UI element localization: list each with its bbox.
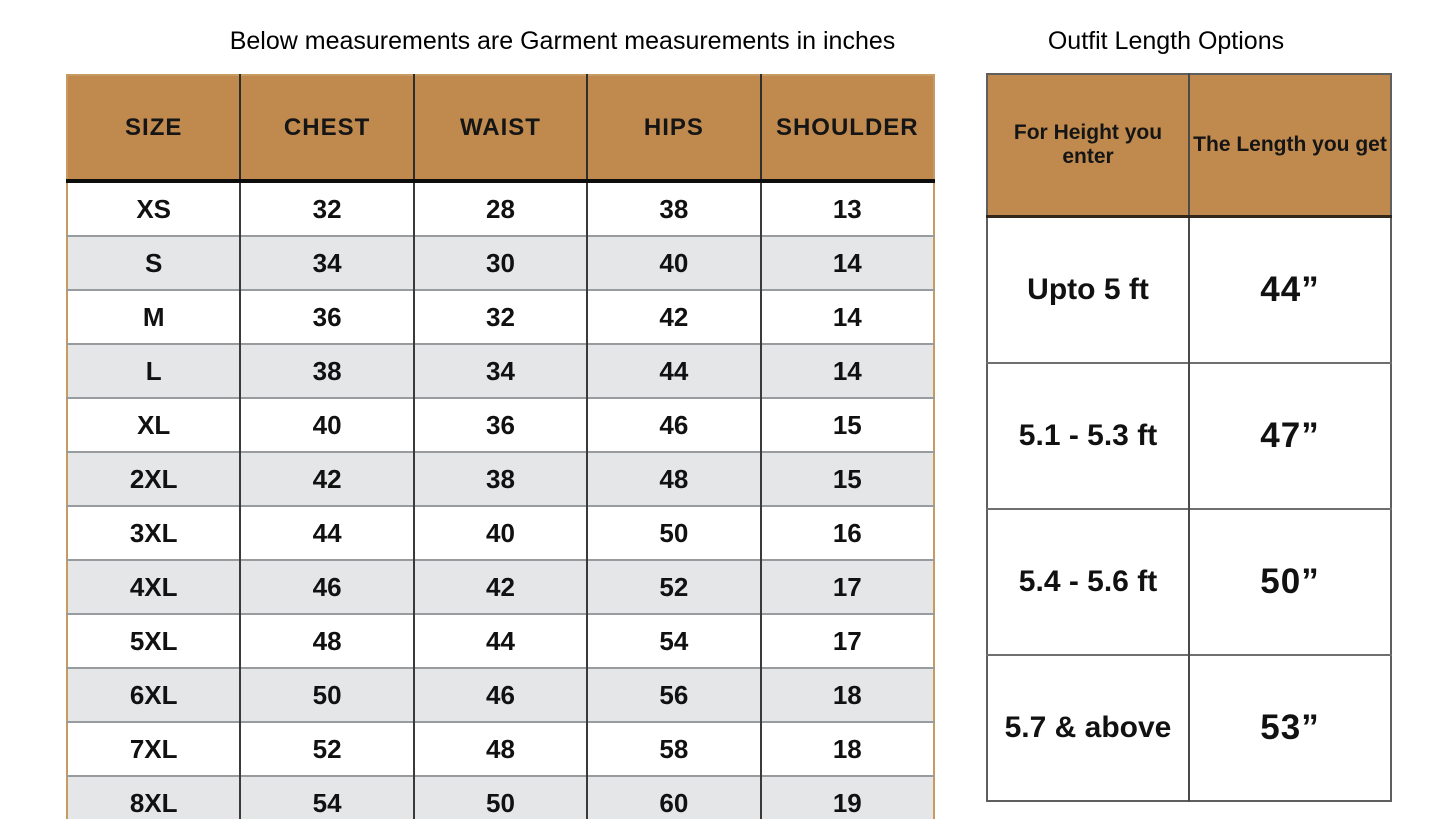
table-cell: 14	[759, 289, 934, 344]
table-cell: 42	[412, 559, 588, 614]
table-cell: 38	[412, 451, 588, 506]
table-cell: 30	[412, 235, 588, 290]
table-cell: 47”	[1188, 362, 1391, 509]
table-cell: L	[67, 343, 241, 398]
table-cell: 14	[759, 235, 934, 290]
table-row: 7XL 52 48 58 18	[67, 721, 934, 776]
table-cell: 56	[586, 667, 761, 722]
table-cell: 54	[586, 613, 761, 668]
table-cell: 53”	[1188, 654, 1391, 801]
table-cell: 44	[586, 343, 761, 398]
table-cell: 42	[586, 289, 761, 344]
table-cell: 36	[239, 289, 414, 344]
garment-table-body: XS 32 28 38 13 S 34 30 40 14 M 36 32 42 14 L 38 34 44 14 XL 4…	[67, 181, 934, 819]
table-cell: 18	[759, 721, 934, 776]
outfit-length-options-title: Outfit Length Options	[1047, 27, 1285, 55]
table-cell: 28	[412, 181, 588, 236]
table-row: 3XL 44 40 50 16	[67, 505, 934, 560]
table-cell: 5.4 - 5.6 ft	[987, 508, 1189, 655]
table-cell: 44	[239, 505, 414, 560]
table-cell: 50	[412, 775, 588, 819]
table-cell: 40	[239, 397, 414, 452]
column-header: For Height you enter	[987, 74, 1189, 218]
table-row: M 36 32 42 14	[67, 289, 934, 344]
table-cell: 15	[759, 451, 934, 506]
table-cell: 6XL	[67, 667, 241, 722]
table-row: L 38 34 44 14	[67, 343, 934, 398]
length-table-header-row: For Height you enter The Length you get	[987, 74, 1391, 218]
table-cell: 48	[239, 613, 414, 668]
table-row: 6XL 50 46 56 18	[67, 667, 934, 722]
garment-measurements-table: SIZE CHEST WAIST HIPS SHOULDER XS 32 28 38 13 S 34…	[66, 74, 935, 819]
table-cell: 16	[759, 505, 934, 560]
table-cell: XS	[67, 181, 241, 236]
table-row: 2XL 42 38 48 15	[67, 451, 934, 506]
table-row: S 34 30 40 14	[67, 235, 934, 290]
table-cell: 52	[586, 559, 761, 614]
table-cell: 46	[239, 559, 414, 614]
table-cell: 44	[412, 613, 588, 668]
table-cell: 2XL	[67, 451, 241, 506]
table-row: 8XL 54 50 60 19	[67, 775, 934, 819]
table-row: 5.7 & above 53”	[987, 654, 1391, 801]
table-cell: S	[67, 235, 241, 290]
table-cell: 34	[239, 235, 414, 290]
table-cell: 18	[759, 667, 934, 722]
table-row: 4XL 46 42 52 17	[67, 559, 934, 614]
table-cell: 46	[586, 397, 761, 452]
table-cell: 3XL	[67, 505, 241, 560]
column-header: SIZE	[67, 75, 241, 183]
table-cell: 17	[759, 613, 934, 668]
table-cell: 60	[586, 775, 761, 819]
table-cell: 46	[412, 667, 588, 722]
column-header: CHEST	[239, 75, 414, 183]
table-row: 5.1 - 5.3 ft 47”	[987, 362, 1391, 509]
garment-measurements-title: Below measurements are Garment measureme…	[229, 27, 896, 55]
table-cell: 8XL	[67, 775, 241, 819]
table-cell: 17	[759, 559, 934, 614]
table-cell: 50	[239, 667, 414, 722]
table-cell: 52	[239, 721, 414, 776]
table-cell: 54	[239, 775, 414, 819]
column-header: WAIST	[412, 75, 588, 183]
table-cell: 7XL	[67, 721, 241, 776]
length-table-body: Upto 5 ft 44” 5.1 - 5.3 ft 47” 5.4 - 5.6 ft 5…	[987, 216, 1391, 801]
outfit-length-table: For Height you enter The Length you get U…	[986, 73, 1392, 802]
table-cell: 5XL	[67, 613, 241, 668]
table-cell: 48	[586, 451, 761, 506]
table-cell: 36	[412, 397, 588, 452]
table-cell: 14	[759, 343, 934, 398]
table-cell: 44”	[1188, 216, 1391, 363]
table-cell: 38	[586, 181, 761, 236]
table-cell: 58	[586, 721, 761, 776]
table-cell: 40	[586, 235, 761, 290]
table-cell: 50”	[1188, 508, 1391, 655]
table-cell: 38	[239, 343, 414, 398]
table-cell: 15	[759, 397, 934, 452]
table-row: 5XL 48 44 54 17	[67, 613, 934, 668]
table-cell: 48	[412, 721, 588, 776]
column-header: The Length you get	[1188, 74, 1391, 218]
table-cell: 5.1 - 5.3 ft	[987, 362, 1189, 509]
table-cell: M	[67, 289, 241, 344]
table-cell: 34	[412, 343, 588, 398]
table-cell: 42	[239, 451, 414, 506]
table-row: 5.4 - 5.6 ft 50”	[987, 508, 1391, 655]
table-cell: 32	[412, 289, 588, 344]
table-row: XL 40 36 46 15	[67, 397, 934, 452]
table-row: XS 32 28 38 13	[67, 181, 934, 236]
table-cell: 19	[759, 775, 934, 819]
table-cell: 32	[239, 181, 414, 236]
table-cell: XL	[67, 397, 241, 452]
table-row: Upto 5 ft 44”	[987, 216, 1391, 363]
column-header: HIPS	[586, 75, 761, 183]
column-header: SHOULDER	[759, 75, 934, 183]
table-cell: 5.7 & above	[987, 654, 1189, 801]
table-cell: Upto 5 ft	[987, 216, 1189, 363]
table-cell: 13	[759, 181, 934, 236]
table-cell: 40	[412, 505, 588, 560]
table-cell: 50	[586, 505, 761, 560]
garment-table-header-row: SIZE CHEST WAIST HIPS SHOULDER	[67, 75, 934, 183]
table-cell: 4XL	[67, 559, 241, 614]
